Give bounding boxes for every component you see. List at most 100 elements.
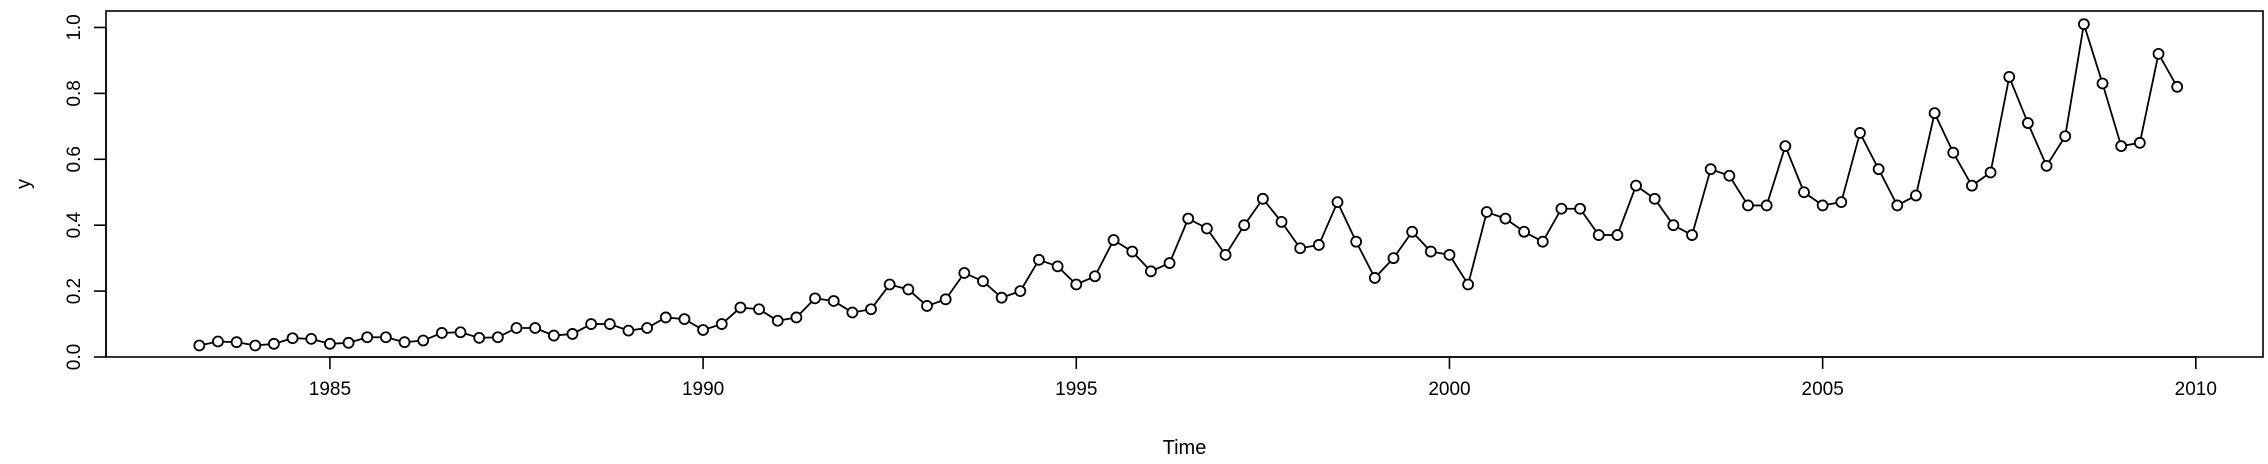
data-point (212, 335, 224, 348)
data-point (1704, 163, 1717, 176)
data-point (2096, 77, 2109, 90)
data-point (1760, 199, 1773, 212)
data-point (417, 334, 430, 347)
data-point (1574, 202, 1586, 215)
data-point (1219, 248, 1232, 261)
y-axis-label: y (13, 179, 35, 189)
data-point (1592, 229, 1605, 241)
data-point (2115, 140, 2128, 153)
data-point (1294, 242, 1307, 255)
y-tick-label: 0.4 (64, 212, 85, 239)
data-point (977, 275, 989, 288)
data-point (398, 336, 411, 349)
data-point (2003, 71, 2016, 83)
data-point (1872, 163, 1885, 176)
x-tick-label: 1990 (682, 379, 724, 400)
x-axis: 1985 1990 1995 2000 2005 2010 (309, 356, 2217, 400)
data-point (1275, 215, 1288, 228)
data-point (1107, 234, 1120, 246)
data-point (1891, 199, 1904, 212)
data-point (809, 292, 821, 305)
data-point (1630, 179, 1642, 192)
data-point (734, 301, 747, 314)
data-point (286, 332, 299, 345)
y-axis: 0.0 0.2 0.4 0.6 0.8 1.0 (64, 14, 107, 370)
data-point (771, 314, 784, 327)
series-points (193, 18, 2184, 352)
data-point (1966, 179, 1978, 192)
data-point (547, 329, 560, 342)
data-point (1145, 265, 1157, 278)
data-point (1331, 196, 1344, 209)
data-point (1854, 127, 1866, 139)
data-point (1480, 206, 1493, 218)
data-point (1947, 146, 1960, 159)
data-point (622, 324, 635, 337)
data-point (659, 311, 672, 324)
data-point (1033, 253, 1045, 266)
data-point (697, 324, 709, 336)
y-tick-label: 0.2 (64, 278, 85, 304)
data-point (865, 303, 877, 316)
data-point (491, 331, 504, 344)
series-line (199, 23, 2178, 347)
data-point (1928, 107, 1941, 120)
data-point (1126, 245, 1139, 258)
data-point (1686, 229, 1698, 241)
data-point (995, 291, 1008, 304)
x-axis-label: Time (1163, 437, 1207, 459)
data-point (1462, 278, 1475, 291)
data-point (921, 300, 933, 312)
data-point (1910, 189, 1922, 202)
y-tick-label: 0.0 (64, 344, 85, 370)
data-point (1089, 270, 1101, 283)
data-point (1611, 229, 1624, 241)
x-tick-label: 2005 (1802, 379, 1844, 400)
data-point (603, 318, 616, 330)
data-point (2152, 47, 2165, 60)
data-point (1816, 199, 1829, 212)
data-point (379, 331, 392, 344)
y-tick-label: 1.0 (64, 14, 85, 40)
plot-frame (105, 10, 2264, 358)
data-point (1536, 235, 1549, 248)
y-tick-label: 0.8 (64, 80, 85, 106)
data-point (324, 337, 336, 350)
data-point (1014, 285, 1027, 297)
data-point (678, 313, 691, 326)
data-point (305, 332, 318, 345)
data-point (1499, 212, 1512, 225)
data-point (1312, 239, 1325, 251)
data-point (529, 322, 542, 334)
data-point (827, 295, 840, 307)
data-point (1182, 212, 1195, 225)
data-point (1350, 235, 1363, 248)
data-point (454, 326, 467, 339)
x-tick-label: 1985 (309, 379, 351, 400)
data-point (846, 306, 859, 319)
data-point (790, 311, 803, 324)
data-point (1742, 199, 1754, 212)
data-point (566, 328, 579, 340)
data-point (1518, 225, 1530, 238)
data-point (1200, 222, 1213, 235)
data-point (1779, 140, 1792, 153)
data-point (1835, 196, 1848, 209)
data-point (715, 318, 728, 330)
data-point (361, 331, 374, 344)
data-point (1555, 202, 1568, 215)
data-point (268, 337, 280, 350)
data-point (1443, 248, 1456, 261)
data-point (2021, 117, 2034, 129)
data-point (342, 336, 355, 349)
data-point (1070, 278, 1083, 291)
data-point (435, 327, 448, 339)
data-point (2171, 80, 2184, 93)
y-tick-label: 0.6 (64, 146, 85, 172)
data-point (1667, 219, 1680, 232)
data-point (1256, 192, 1269, 205)
data-point (1163, 257, 1176, 269)
data-point (585, 318, 598, 330)
data-point (902, 283, 915, 296)
data-point (753, 303, 765, 316)
